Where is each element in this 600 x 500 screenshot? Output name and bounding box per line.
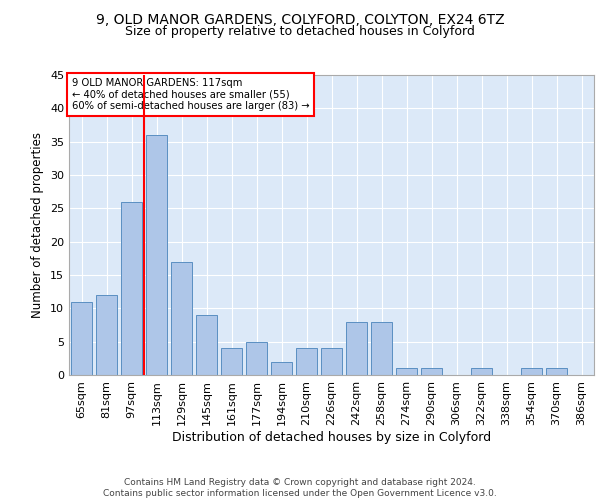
Text: Contains HM Land Registry data © Crown copyright and database right 2024.
Contai: Contains HM Land Registry data © Crown c… <box>103 478 497 498</box>
Bar <box>246 342 267 375</box>
Bar <box>471 368 492 375</box>
Bar <box>346 322 367 375</box>
Bar <box>296 348 317 375</box>
Bar <box>546 368 567 375</box>
Bar <box>321 348 342 375</box>
Text: 9, OLD MANOR GARDENS, COLYFORD, COLYTON, EX24 6TZ: 9, OLD MANOR GARDENS, COLYFORD, COLYTON,… <box>95 12 505 26</box>
Bar <box>371 322 392 375</box>
Bar <box>521 368 542 375</box>
Bar <box>421 368 442 375</box>
Bar <box>71 302 92 375</box>
Bar <box>221 348 242 375</box>
Y-axis label: Number of detached properties: Number of detached properties <box>31 132 44 318</box>
Text: 9 OLD MANOR GARDENS: 117sqm
← 40% of detached houses are smaller (55)
60% of sem: 9 OLD MANOR GARDENS: 117sqm ← 40% of det… <box>71 78 309 111</box>
Bar <box>196 315 217 375</box>
Text: Size of property relative to detached houses in Colyford: Size of property relative to detached ho… <box>125 25 475 38</box>
X-axis label: Distribution of detached houses by size in Colyford: Distribution of detached houses by size … <box>172 430 491 444</box>
Bar <box>96 295 117 375</box>
Bar <box>271 362 292 375</box>
Bar <box>146 135 167 375</box>
Bar <box>171 262 192 375</box>
Bar <box>396 368 417 375</box>
Bar <box>121 202 142 375</box>
